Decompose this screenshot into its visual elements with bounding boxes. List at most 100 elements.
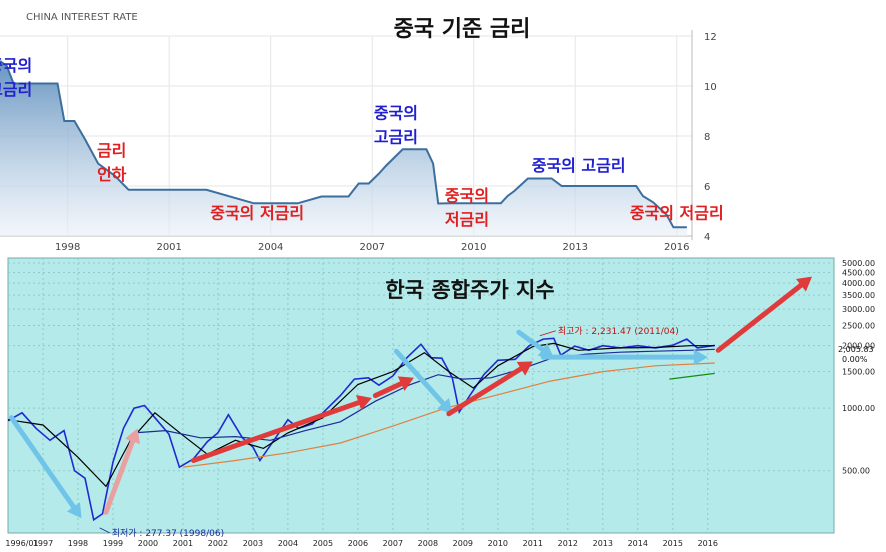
trend-arrow-head xyxy=(796,276,812,292)
trend-arrow xyxy=(715,276,812,353)
trend-arrow-head xyxy=(693,349,708,366)
trend-arrow-head xyxy=(125,428,140,445)
x-tick-label: 2002 xyxy=(208,539,228,548)
trend-arrow-head xyxy=(356,395,372,411)
plot-area xyxy=(7,257,835,534)
rate-annotation-line: 중국의 저금리 xyxy=(210,204,304,223)
trend-arrow-head xyxy=(66,502,82,519)
change-label: 0.00% xyxy=(842,355,868,364)
x-tick-label: 1997 xyxy=(33,539,53,548)
trend-arrow-shaft xyxy=(190,400,362,463)
trend-arrow-head xyxy=(437,398,453,414)
rate-annotation-line: 중국의 저금리 xyxy=(630,204,724,223)
trend-arrow-shaft xyxy=(8,415,76,510)
extreme-annotation: 최저가 : 277.37 (1998/06) xyxy=(112,528,224,539)
y-tick-label: 8 xyxy=(704,132,710,143)
china-interest-rate-chart: 12 10 8 6 4 1998 2001 2004 2007 2010 2013 2016 CHI… xyxy=(0,0,886,255)
rate-annotation-line: 중국의 xyxy=(0,56,32,75)
annotation-leader xyxy=(99,527,110,534)
x-tick-label: 2010 xyxy=(461,242,486,253)
moving-average-line xyxy=(133,348,715,441)
rate-annotation-line: 인하 xyxy=(97,165,127,184)
x-tick-label: 2011 xyxy=(523,539,543,548)
extreme-annotation: 최고가 : 2,231.47 (2011/04) xyxy=(558,326,679,337)
y-tick-label: 4 xyxy=(704,232,710,243)
x-tick-label: 2010 xyxy=(488,539,508,548)
interest-rate-area xyxy=(0,61,687,236)
rate-annotation-line: 중국의 xyxy=(374,104,418,123)
y-tick-label: 10 xyxy=(704,82,717,93)
x-tick-label: 2001 xyxy=(173,539,193,548)
trend-arrow xyxy=(516,329,554,358)
x-tick-label: 2003 xyxy=(243,539,263,548)
x-tick-label: 1998 xyxy=(55,242,80,253)
trend-arrow xyxy=(190,395,372,463)
y-tick-label: 500.00 xyxy=(842,467,870,476)
trend-arrow xyxy=(540,349,708,366)
x-tick-label: 2009 xyxy=(453,539,473,548)
rate-annotation-line: 고금리 xyxy=(374,128,418,147)
trend-arrow-shaft xyxy=(103,438,136,515)
x-tick-label: 2007 xyxy=(359,242,384,253)
trend-arrow xyxy=(103,428,140,515)
x-tick-label: 1999 xyxy=(103,539,123,548)
rate-annotation-line: 금리 xyxy=(97,141,126,160)
rate-annotation: 중국의 저금리 xyxy=(210,204,304,223)
interest-rate-line xyxy=(0,60,687,229)
trend-arrow-shaft xyxy=(372,381,404,399)
x-tick-label: 2000 xyxy=(138,539,158,548)
trend-arrow xyxy=(372,376,414,399)
x-tick-label: 1996/01 xyxy=(5,539,38,548)
y-tick-label: 3500.00 xyxy=(842,291,875,300)
x-tick-label: 2012 xyxy=(558,539,578,548)
y-tick-label: 4000.00 xyxy=(842,279,875,288)
moving-average-line xyxy=(669,372,715,380)
rate-annotation-line: 저금리 xyxy=(445,210,489,229)
rate-annotation-line: 고금리 xyxy=(0,80,32,99)
trend-arrow-shaft xyxy=(446,366,524,417)
x-tick-label: 2004 xyxy=(258,242,283,253)
x-tick-label: 2016 xyxy=(664,242,689,253)
y-tick-label: 2000.00 xyxy=(842,342,875,351)
y-tick-label: 3000.00 xyxy=(842,305,875,314)
x-tick-label: 2005 xyxy=(313,539,333,548)
source-label: CHINA INTEREST RATE xyxy=(26,12,138,23)
trend-arrow-head xyxy=(537,343,554,358)
annotation-leader xyxy=(539,330,556,337)
trend-arrow-head xyxy=(516,361,533,376)
y-tick-label: 2500.00 xyxy=(842,322,875,331)
x-tick-label: 2015 xyxy=(663,539,683,548)
trend-arrow xyxy=(393,348,453,414)
trend-arrow xyxy=(446,361,533,417)
x-tick-label: 2006 xyxy=(348,539,368,548)
index-price-line xyxy=(7,337,715,522)
rate-annotation: 중국의 고금리 xyxy=(532,156,626,175)
trend-arrow-shaft xyxy=(715,282,804,353)
y-tick-label: 1000.00 xyxy=(842,404,875,413)
rate-annotation-line: 중국의 고금리 xyxy=(532,156,626,175)
x-tick-label: 2013 xyxy=(563,242,588,253)
x-tick-label: 2008 xyxy=(418,539,438,548)
last-value-label: 2,005.83 xyxy=(838,345,874,354)
rate-annotation-line: 중국의 xyxy=(445,186,489,205)
trend-arrow-shaft xyxy=(516,329,545,352)
chart-title: 중국 기준 금리 xyxy=(394,17,531,42)
x-tick-label: 1998 xyxy=(68,539,88,548)
y-tick-label: 1500.00 xyxy=(842,368,875,377)
chart-title: 한국 종합주가 지수 xyxy=(385,278,554,302)
trend-arrow-head xyxy=(397,376,414,391)
x-tick-label: 2004 xyxy=(278,539,298,548)
x-tick-label: 2014 xyxy=(628,539,648,548)
trend-arrow xyxy=(8,415,82,519)
x-tick-label: 2001 xyxy=(156,242,181,253)
rate-annotation: 중국의 저금리 xyxy=(630,204,724,223)
x-tick-label: 2016 xyxy=(698,539,718,548)
y-tick-label: 5000.00 xyxy=(842,259,875,268)
trend-arrow-shaft xyxy=(393,348,446,406)
x-tick-label: 2007 xyxy=(383,539,403,548)
y-tick-label: 6 xyxy=(704,182,710,193)
